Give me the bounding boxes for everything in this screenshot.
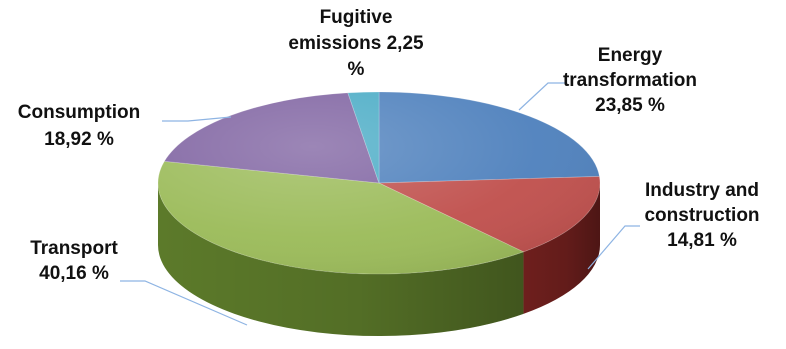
pie-sides — [158, 183, 601, 337]
slice-label-0: Energy transformation 23,85 % — [563, 45, 697, 116]
slice-label-line: Fugitive — [320, 7, 393, 28]
slice-label-line: 14,81 % — [667, 230, 737, 251]
leader-line-0 — [518, 82, 566, 111]
slice-label-line: emissions 2,25 — [288, 33, 424, 54]
leader-line-3 — [162, 116, 232, 122]
slice-label-line: % — [348, 59, 365, 80]
leader-line-2 — [120, 280, 248, 326]
slice-label-2: Transport 40,16 % — [30, 238, 118, 284]
slice-label-line: 18,92 % — [44, 129, 114, 150]
slice-labels: Energy transformation 23,85 % Industry and c… — [18, 7, 760, 284]
slice-label-line: Industry and — [645, 180, 759, 201]
slice-label-line: Transport — [30, 238, 118, 259]
pie-tops — [157, 91, 601, 275]
slice-label-4: Fugitive emissions 2,25% — [288, 7, 424, 80]
slice-label-line: 23,85 % — [595, 95, 665, 116]
slice-label-1: Industry and construction 14,81 % — [644, 180, 759, 251]
pie-side-shade-1 — [523, 183, 601, 314]
slice-label-3: Consumption 18,92 % — [18, 102, 140, 150]
slice-label-line: Energy — [598, 45, 663, 66]
pie-top-highlight — [158, 92, 600, 274]
slice-label-line: 40,16 % — [39, 263, 109, 284]
slice-label-line: transformation — [563, 70, 697, 91]
leader-line-1 — [587, 225, 640, 270]
slice-label-line: Consumption — [18, 102, 140, 123]
slice-label-line: construction — [644, 205, 759, 226]
pie-side-shade-2 — [158, 183, 524, 337]
leader-lines — [120, 82, 640, 326]
